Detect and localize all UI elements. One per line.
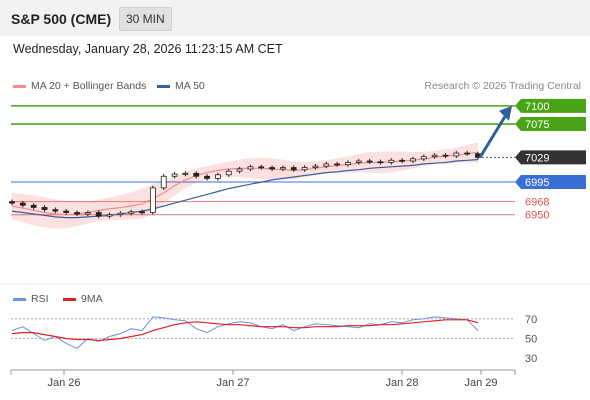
- chart-header: S&P 500 (CME) 30 MIN: [0, 0, 590, 36]
- candle-body-17: [193, 172, 200, 177]
- candle-body-26: [290, 167, 297, 171]
- candle-body-32: [355, 160, 362, 163]
- x-tick-label-3: Jan 29: [464, 377, 497, 389]
- candle-body-1: [19, 202, 26, 206]
- candle-body-39: [431, 154, 438, 158]
- level-tag-7075: 7075: [515, 117, 586, 132]
- candle-body-16: [182, 172, 189, 175]
- credit-text: Research © 2026 Trading Central: [424, 80, 581, 92]
- candle-body-3: [41, 207, 48, 211]
- candle-body-23: [258, 166, 265, 169]
- candle-body-41: [453, 152, 460, 157]
- legend-ma50-label: MA 50: [175, 80, 205, 92]
- rsi-ma-line: [11, 319, 479, 342]
- candle-body-13: [149, 187, 156, 213]
- candle-body-18: [204, 175, 210, 179]
- candle-body-10: [117, 212, 124, 216]
- candle-body-19: [215, 174, 221, 179]
- candle-body-34: [377, 161, 384, 164]
- ma20-swatch: [13, 84, 26, 88]
- candle-body-36: [399, 159, 406, 162]
- level-tag-bg-7029: [515, 150, 586, 165]
- candle-body-24: [269, 167, 275, 170]
- ma50-swatch: [157, 84, 170, 88]
- candle-body-25: [280, 167, 286, 170]
- level-tag-bg-6995: [515, 175, 586, 190]
- x-tick-label-1: Jan 27: [216, 377, 249, 389]
- level-tag-bg-7100: [515, 98, 586, 113]
- legend-rsi-label: RSI: [31, 293, 49, 305]
- candle-body-7: [84, 212, 91, 215]
- level-tag-6995: 6995: [515, 175, 586, 190]
- candle-body-0: [9, 201, 15, 204]
- x-tick-label-0: Jan 26: [47, 377, 80, 389]
- candle-body-40: [442, 154, 449, 157]
- level-tag-bg-7075: [515, 117, 586, 132]
- rsi-tick-70: 70: [525, 314, 537, 326]
- candle-body-2: [30, 204, 37, 208]
- x-axis: Jan 26 Jan 27 Jan 28 Jan 29: [10, 370, 516, 389]
- candle-body-12: [139, 211, 145, 214]
- level-label-6995: 6995: [525, 177, 549, 189]
- level-label-6950: 6950: [525, 210, 549, 222]
- candle-body-30: [334, 163, 341, 166]
- symbol-title: S&P 500 (CME): [11, 11, 112, 27]
- rsi-tick-50: 50: [525, 334, 537, 346]
- legend-rsi-ma-label: 9MA: [81, 293, 103, 305]
- candle-body-14: [160, 175, 167, 189]
- candle-body-37: [410, 158, 416, 162]
- legend-ma50: MA 50: [157, 80, 205, 92]
- legend-rsi-ma: 9MA: [63, 293, 103, 305]
- rsi-tick-30: 30: [525, 353, 537, 365]
- candle-body-33: [366, 160, 373, 163]
- level-label-7075: 7075: [525, 119, 549, 131]
- datetime-label: Wednesday, January 28, 2026 11:23:15 AM …: [13, 42, 283, 56]
- rsi-swatch: [13, 297, 26, 301]
- level-label-6968: 6968: [525, 197, 549, 209]
- rsi-panel: 70 50 30: [11, 314, 537, 365]
- candle-body-35: [388, 159, 395, 163]
- candle-body-21: [236, 168, 243, 172]
- forecast-arrow-head: [499, 105, 512, 121]
- level-tag-7029: 7029: [515, 150, 586, 165]
- level-tag-7100: 7100: [515, 98, 586, 113]
- candle-body-8: [95, 212, 102, 217]
- candle-body-28: [312, 165, 319, 168]
- forecast-arrow-shaft: [478, 114, 508, 159]
- candle-body-38: [420, 156, 427, 160]
- rsi-ma-swatch: [63, 297, 76, 301]
- candle-body-20: [225, 170, 232, 176]
- candle-body-5: [63, 210, 70, 213]
- rsi-line: [11, 316, 479, 349]
- candle-body-9: [106, 214, 113, 217]
- candle-body-31: [345, 162, 351, 166]
- legend-ma-bb-label: MA 20 + Bollinger Bands: [31, 80, 147, 92]
- legend-rsi: RSI: [13, 293, 49, 305]
- x-tick-label-2: Jan 28: [385, 377, 418, 389]
- ma50-line: [11, 159, 479, 219]
- level-label-7029: 7029: [525, 152, 549, 164]
- candle-body-29: [323, 163, 330, 167]
- legend-ma-bb: MA 20 + Bollinger Bands: [13, 80, 146, 92]
- interval-selector[interactable]: 30 MIN: [119, 7, 172, 31]
- candle-body-22: [247, 166, 254, 170]
- candle-body-27: [301, 167, 308, 171]
- candle-body-6: [74, 212, 80, 215]
- level-label-7100: 7100: [525, 101, 549, 113]
- candle-body-4: [52, 209, 59, 212]
- candle-body-15: [171, 173, 178, 177]
- candle-body-11: [128, 211, 135, 214]
- candle-body-42: [464, 152, 471, 155]
